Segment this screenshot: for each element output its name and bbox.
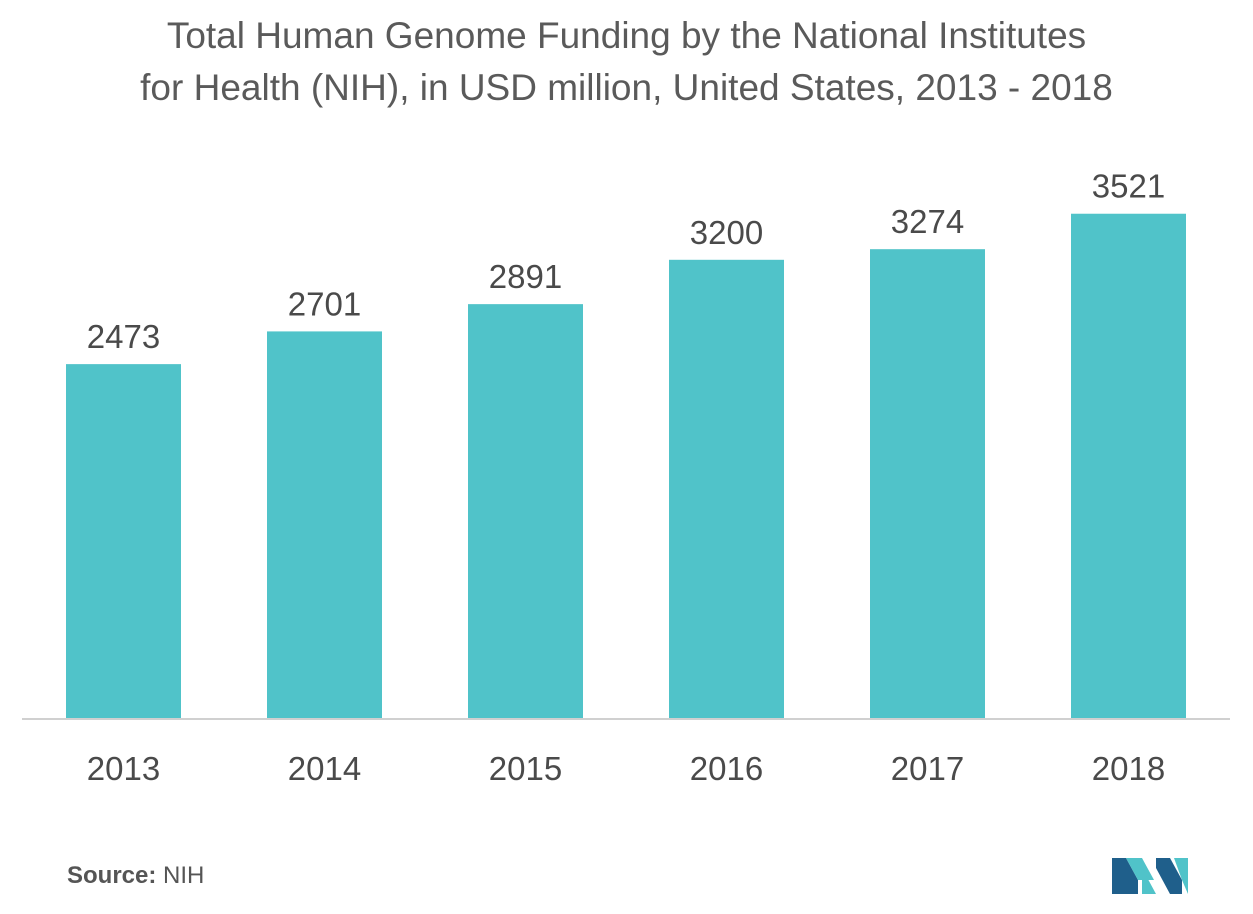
x-tick-label-2013: 2013 xyxy=(87,750,160,787)
source-value: NIH xyxy=(163,862,205,889)
data-label-2017: 3274 xyxy=(891,203,964,240)
chart-title: Total Human Genome Funding by the Nation… xyxy=(0,10,1253,114)
bar-2015 xyxy=(468,304,583,719)
data-label-2016: 3200 xyxy=(690,214,763,251)
source-note: Source: NIH xyxy=(67,862,204,890)
chart-title-line-2: for Health (NIH), in USD million, United… xyxy=(140,67,1113,108)
data-label-2015: 2891 xyxy=(489,258,562,295)
x-tick-label-2017: 2017 xyxy=(891,750,964,787)
bar-2014 xyxy=(267,331,382,719)
data-label-2018: 3521 xyxy=(1092,168,1165,205)
x-tick-label-2016: 2016 xyxy=(690,750,763,787)
bar-2016 xyxy=(669,259,784,719)
bar-2017 xyxy=(870,249,985,719)
x-tick-label-2014: 2014 xyxy=(288,750,361,787)
x-tick-label-2018: 2018 xyxy=(1092,750,1165,787)
x-tick-label-2015: 2015 xyxy=(489,750,562,787)
mordor-logo-icon xyxy=(1112,858,1188,894)
data-label-2014: 2701 xyxy=(288,285,361,322)
bar-2018 xyxy=(1071,213,1186,719)
source-label: Source: xyxy=(67,862,157,889)
chart-title-line-1: Total Human Genome Funding by the Nation… xyxy=(166,15,1087,56)
bar-2013 xyxy=(66,364,181,719)
data-label-2013: 2473 xyxy=(87,318,160,355)
